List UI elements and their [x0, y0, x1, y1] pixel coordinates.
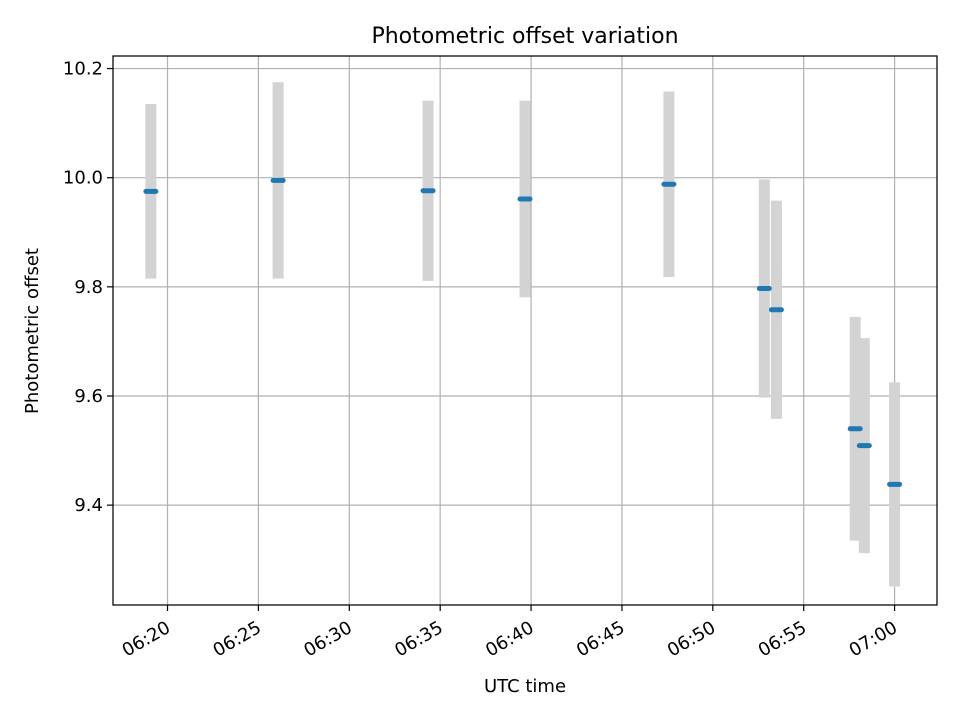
y-tick-label: 9.8: [74, 277, 103, 298]
y-tick-label: 10.0: [63, 168, 103, 189]
axes-frame: [112, 55, 938, 606]
y-axis-label: Photometric offset: [22, 248, 43, 414]
x-axis-label: UTC time: [484, 676, 566, 697]
data-points: [143, 177, 903, 487]
y-axis-ticks: 9.4 9.6 9.8 10.0 10.2: [63, 59, 113, 516]
y-tick-label: 10.2: [63, 59, 103, 80]
chart-title: Photometric offset variation: [371, 24, 678, 49]
y-tick-label: 9.4: [74, 495, 103, 516]
y-tick-label: 9.6: [74, 386, 103, 407]
